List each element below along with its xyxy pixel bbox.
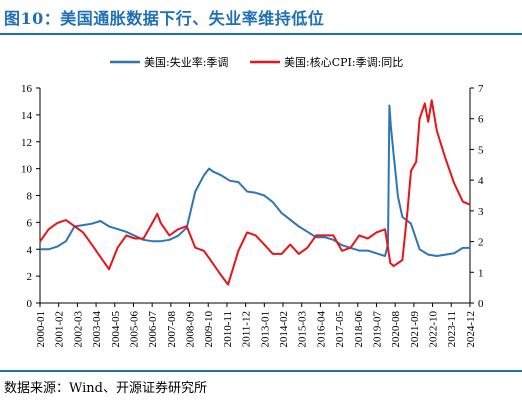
right-tick-label: 3 (478, 206, 484, 218)
data-source: 数据来源：Wind、开源证券研究所 (4, 381, 207, 396)
right-tick-label: 1 (478, 267, 484, 279)
x-tick-label: 2022-10 (428, 311, 440, 348)
x-tick-label: 2000-01 (35, 311, 47, 348)
footer-rule (0, 370, 522, 372)
x-tick-label: 2017-05 (334, 311, 346, 348)
x-tick-label: 2021-09 (409, 311, 421, 348)
left-tick-label: 16 (21, 83, 33, 95)
x-tick-label: 2001-02 (54, 311, 66, 348)
line-chart: 美国:失业率:季调 美国:核心CPI:季调:同比 024681012141601… (21, 55, 484, 348)
x-tick-label: 2003-04 (91, 311, 103, 348)
title-rule (0, 33, 522, 35)
left-tick-label: 12 (21, 137, 32, 149)
x-tick-label: 2019-07 (371, 311, 383, 348)
x-tick-label: 2008-09 (185, 311, 197, 348)
left-tick-label: 0 (27, 298, 33, 310)
x-tick-label: 2005-06 (128, 311, 140, 348)
left-tick-label: 10 (21, 164, 33, 176)
x-tick-label: 2023-11 (446, 311, 458, 347)
right-tick-label: 6 (478, 114, 484, 126)
x-tick-label: 2007-08 (166, 311, 178, 348)
right-tick-label: 4 (478, 175, 484, 187)
x-tick-label: 2002-03 (72, 311, 84, 348)
left-tick-label: 6 (27, 217, 33, 229)
x-tick-label: 2010-11 (222, 311, 234, 347)
x-tick-label: 2004-05 (110, 311, 122, 348)
x-tick-label: 2018-06 (353, 311, 365, 348)
x-tick-label: 2016-04 (315, 311, 327, 348)
right-tick-label: 5 (478, 144, 484, 156)
right-tick-label: 0 (478, 298, 484, 310)
chart-title: 图10：美国通胀数据下行、失业率维持低位 (4, 9, 325, 28)
x-tick-label: 2015-03 (297, 311, 309, 348)
x-tick-label: 2014-02 (278, 311, 290, 348)
legend-label-core-cpi: 美国:核心CPI:季调:同比 (284, 55, 403, 69)
x-tick-label: 2024-12 (465, 311, 477, 348)
series-line-unemployment (40, 104, 470, 257)
left-tick-label: 2 (27, 271, 33, 283)
right-tick-label: 2 (478, 237, 484, 249)
x-tick-label: 2013-01 (259, 311, 271, 348)
right-tick-label: 7 (478, 83, 484, 95)
left-tick-label: 8 (27, 191, 33, 203)
x-tick-label: 2011-12 (241, 311, 253, 347)
series-line-core-cpi (39, 99, 471, 286)
legend: 美国:失业率:季调 美国:核心CPI:季调:同比 (110, 55, 403, 69)
series-layer (39, 99, 471, 286)
x-tick-label: 2020-08 (390, 311, 402, 348)
left-tick-label: 14 (21, 110, 33, 122)
legend-label-unemployment: 美国:失业率:季调 (144, 55, 228, 69)
left-tick-label: 4 (27, 244, 33, 256)
x-tick-label: 2006-07 (147, 311, 159, 348)
x-tick-label: 2009-10 (203, 311, 215, 348)
